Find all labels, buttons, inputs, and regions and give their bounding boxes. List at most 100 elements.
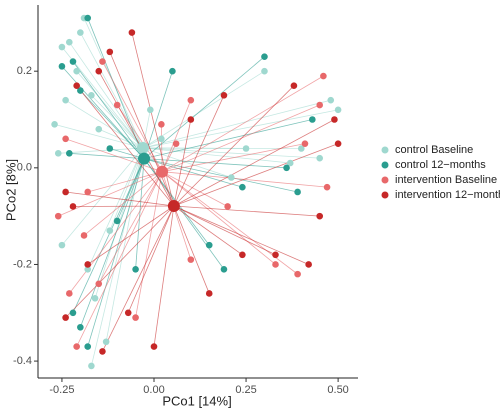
point [158,121,165,128]
point [290,82,298,89]
point [99,58,106,65]
point [54,212,62,220]
point [102,338,110,346]
legend-label: control 12−months [395,159,486,171]
spider-line [143,158,298,193]
legend-label: intervention 12−months [395,189,500,201]
spider-line [98,171,163,284]
point [73,343,80,350]
spider-line [68,41,144,149]
legend-label: control Baseline [395,144,473,156]
y-axis-title: PCo2 [8%] [3,159,18,221]
spider-line [87,158,145,347]
x-tick-label: -0.25 [49,384,74,396]
point [228,174,235,181]
spider-line [173,205,243,256]
spider-line [160,124,163,172]
point [95,280,103,288]
point [334,106,342,114]
point [77,87,84,94]
point [297,145,305,152]
point [66,38,73,46]
point [106,145,114,152]
spider-line [61,46,144,149]
point [294,188,301,196]
spider-line [142,147,232,178]
point [309,116,316,123]
spider-line [143,56,265,159]
spider-line [87,147,144,270]
point [320,72,327,80]
point [113,217,121,225]
point [95,67,103,75]
point [239,183,246,191]
point [147,106,154,114]
spider-line [61,66,145,159]
spider-line [65,138,163,173]
spider-line [68,171,163,294]
spider-line [131,32,175,207]
point [84,343,92,350]
point [62,188,69,196]
point [220,265,228,273]
point [77,29,84,36]
point [172,140,180,147]
legend-swatch [381,191,389,199]
point [66,290,73,297]
point [205,241,213,249]
point [58,63,66,70]
y-tick-label: 0.0 [17,162,32,174]
y-tick-label: -0.4 [13,355,32,367]
spider-line [142,147,320,159]
point [301,140,309,147]
spider-line [173,95,225,207]
point [205,290,213,297]
spider-line [79,32,144,149]
point [331,116,338,123]
point [73,82,80,89]
point [132,314,139,321]
spider-line [173,85,295,207]
spider-line [161,171,228,207]
spider-line [79,158,145,328]
point [113,101,121,109]
x-tick-label: 0.00 [143,384,164,396]
point [150,343,158,350]
point [261,53,268,60]
spider-line [143,71,173,159]
point [84,265,92,273]
point [316,212,324,220]
point [169,67,176,75]
spider-line [109,51,175,207]
point [294,270,301,278]
y-tick-label: 0.2 [17,65,32,77]
spider-line [69,152,145,160]
spider-line [142,109,151,149]
point [99,348,106,355]
legend-swatch [381,146,389,154]
spider-line [161,75,324,173]
point [261,67,268,75]
point [80,232,88,239]
point [88,92,95,99]
spider-line [173,205,320,217]
point [69,203,77,210]
spider-line [105,147,144,342]
point [84,261,92,268]
point [77,323,84,331]
point [187,116,195,123]
point [84,188,92,196]
spider-line [87,171,163,193]
spider-line [80,90,145,159]
spider-line [72,61,145,159]
point [316,101,324,109]
spider-line [65,205,175,318]
spider-line [76,171,163,347]
spider-line [58,171,163,217]
spider-line [142,70,265,149]
point [272,251,279,259]
spider-line [135,171,163,318]
spider-line [83,171,163,236]
spider-line [65,191,174,207]
